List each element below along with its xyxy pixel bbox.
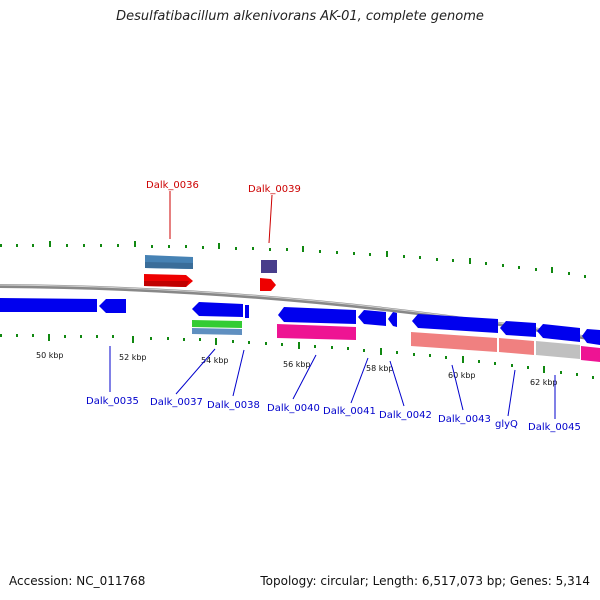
gene-feature-dalk0036-steelblue-shade [145, 262, 193, 269]
scale-label-50kbp: 50 kbp [36, 351, 64, 360]
scale-label-56kbp: 56 kbp [283, 360, 311, 369]
callout-line-glyq [507, 369, 516, 417]
callout-line-dalk0037 [175, 348, 216, 395]
gene-feature-glyq-salmon[interactable] [499, 338, 534, 355]
map-title: Desulfatibacillum alkenivorans AK-01, co… [116, 9, 484, 24]
accession-text: Accession: NC_011768 [9, 574, 146, 588]
upper-tick-ring [0, 241, 586, 278]
gene-feature-dalk0035b[interactable] [99, 299, 126, 313]
gene-label-dalk0037[interactable]: Dalk_0037 [150, 397, 203, 408]
gene-feature-dalk0040-magenta[interactable] [277, 324, 356, 340]
gene-feature-dalk0035a[interactable] [0, 298, 97, 312]
gene-label-dalk0043[interactable]: Dalk_0043 [438, 414, 491, 425]
gene-feature-dalk0043[interactable] [412, 314, 498, 333]
gene-label-dalk0035[interactable]: Dalk_0035 [86, 396, 139, 407]
gene-feature-dalk0039[interactable] [260, 278, 276, 291]
gene-feature-dalk0042[interactable] [388, 312, 397, 327]
gene-label-dalk0041[interactable]: Dalk_0041 [323, 406, 376, 417]
scale-label-60kbp: 60 kbp [448, 371, 476, 380]
gene-feature-glyq[interactable] [500, 321, 536, 337]
scale-label-58kbp: 58 kbp [366, 364, 394, 373]
gene-feature-dalk0037-steel[interactable] [192, 328, 242, 335]
callout-line-dalk0041 [350, 357, 369, 404]
scale-label-52kbp: 52 kbp [119, 353, 147, 362]
gene-feature-next-magenta[interactable] [581, 346, 600, 362]
gene-feature-dalk0045-gray[interactable] [536, 341, 580, 359]
gene-feature-dalk0040[interactable] [278, 307, 356, 324]
gene-feature-dalk0036-shade [144, 281, 189, 287]
callout-line-dalk0040 [292, 354, 317, 400]
callout-line-dalk0039 [268, 194, 273, 244]
gene-label-dalk0039[interactable]: Dalk_0039 [248, 184, 301, 195]
gene-feature-dalk0037-green[interactable] [192, 320, 242, 328]
callout-line-dalk0042 [389, 360, 405, 407]
scale-label-54kbp: 54 kbp [201, 356, 229, 365]
gene-label-dalk0045[interactable]: Dalk_0045 [528, 422, 581, 433]
gene-label-dalk0042[interactable]: Dalk_0042 [379, 410, 432, 421]
gene-feature-dalk0041[interactable] [358, 310, 386, 326]
scale-label-62kbp: 62 kbp [530, 378, 558, 387]
gene-feature-dalk0043-salmon[interactable] [411, 332, 497, 352]
callout-line-dalk0043 [451, 364, 464, 411]
gene-feature-dalk0037[interactable] [192, 302, 243, 317]
topology-text: Topology: circular; Length: 6,517,073 bp… [260, 574, 590, 588]
gene-feature-dalk0039-purple[interactable] [261, 260, 277, 273]
gene-label-glyq[interactable]: glyQ [495, 419, 518, 430]
lower-tick-ring [0, 334, 594, 379]
gene-label-dalk0036[interactable]: Dalk_0036 [146, 180, 199, 191]
gene-feature-dalk0037-tip[interactable] [245, 305, 249, 318]
callout-line-dalk0038 [232, 349, 245, 397]
gene-label-dalk0038[interactable]: Dalk_0038 [207, 400, 260, 411]
gene-feature-dalk0045[interactable] [537, 324, 580, 342]
gene-feature-next[interactable] [582, 329, 600, 345]
gene-label-dalk0040[interactable]: Dalk_0040 [267, 403, 320, 414]
